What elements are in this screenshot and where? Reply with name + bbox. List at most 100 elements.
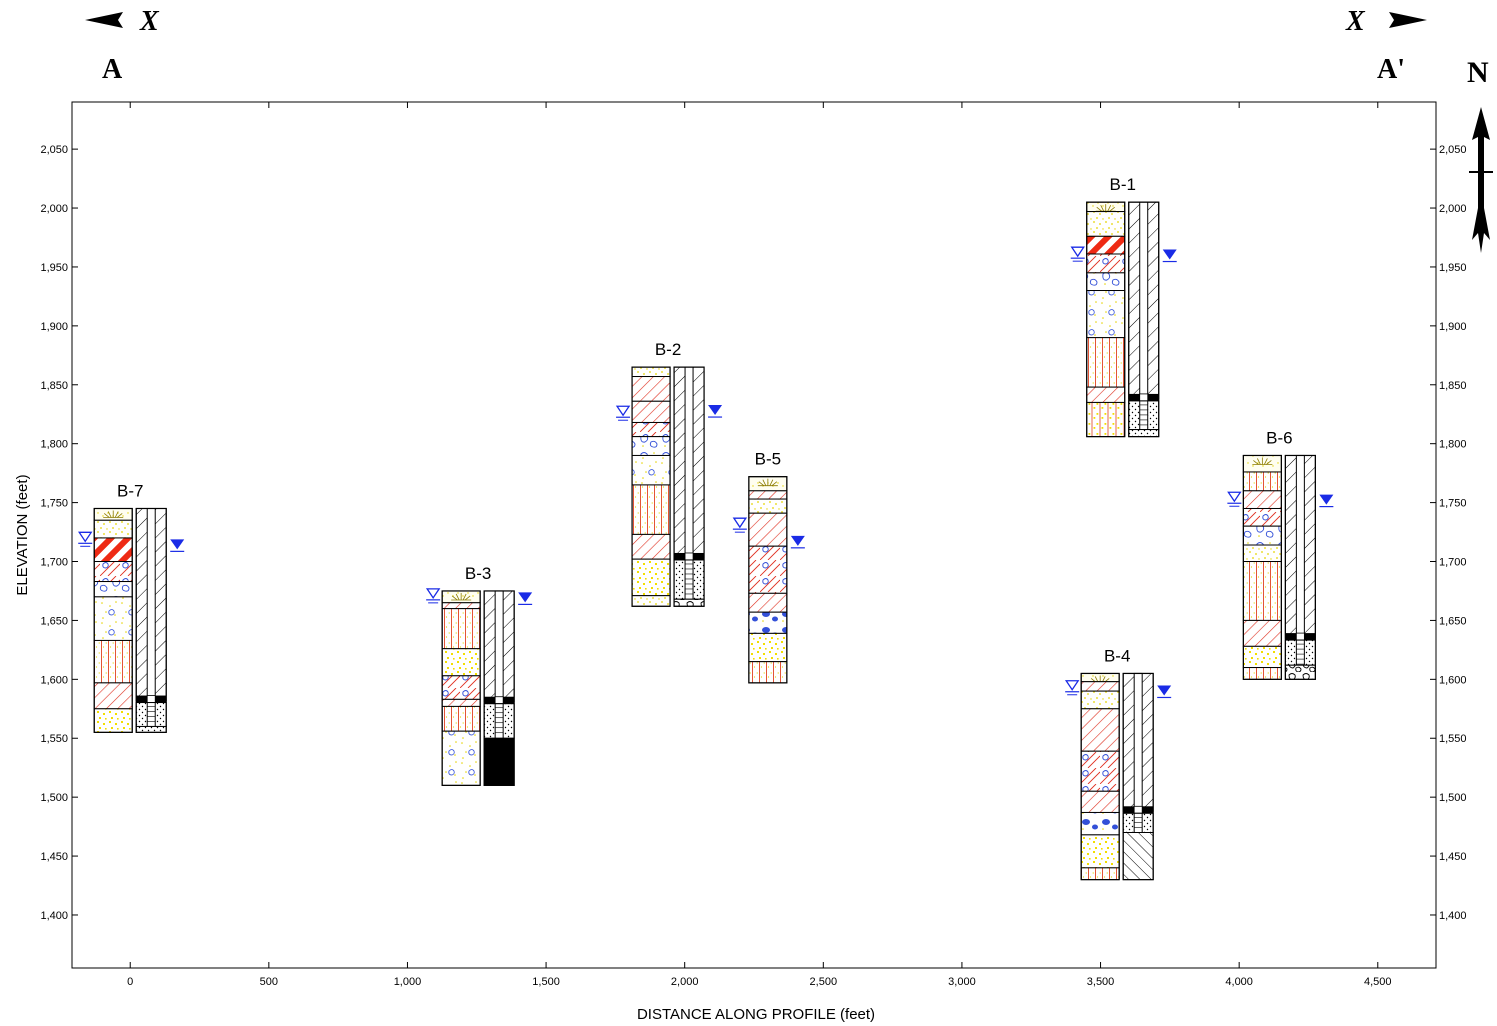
section-x-right: X [1345,6,1366,37]
lithology-layer [1086,253,1126,274]
well-casing [494,590,504,703]
lithology-layer [631,376,671,402]
well-casing [1139,201,1149,400]
well-column [1284,454,1316,680]
water-level-first-icon [1064,680,1080,691]
lithology-layer [1080,867,1120,881]
water-level-static-icon [1319,494,1334,505]
y-tick-label-left: 1,900 [40,321,68,333]
north-label: N [1467,56,1489,89]
lithology-layer [1086,401,1126,438]
boring-b-4: B-4 [1064,646,1172,881]
section-marker-right: X A' [1345,6,1427,85]
y-tick-label-left: 1,750 [40,498,68,510]
lithology-layer [631,421,671,438]
y-tick-label-left: 1,700 [40,557,68,569]
lithology-layer [1242,507,1282,527]
lithology-layer [93,537,133,563]
lithology-layer [93,639,133,684]
section-marker-left: X A [85,6,160,85]
x-tick-label: 3,000 [948,976,976,988]
section-label-right: A' [1377,54,1405,85]
boring-b-7: B-7 [78,481,185,733]
lithology-layer [631,558,671,597]
well-casing [684,552,694,561]
lithology-layer [93,519,133,539]
lithology-layer [631,533,671,560]
lithology-layer [631,484,671,535]
lithology-layer [748,632,788,663]
x-axis-title: DISTANCE ALONG PROFILE (feet) [637,1006,875,1023]
y-tick-label-left: 1,400 [40,910,68,922]
well-screen [494,703,504,739]
y-tick-label-right: 1,750 [1439,498,1467,510]
lithology-layer [631,454,671,486]
y-axis: 1,400 1,400 1,450 1,450 1,500 1,500 1,550 1,550… [40,144,1466,922]
water-level-first-icon [615,405,631,417]
boring-log-column [441,590,481,786]
lithology-layer [631,400,671,423]
well-backfill [673,598,705,607]
y-tick-label-left: 2,000 [40,203,68,215]
boring-label: B-7 [117,481,143,500]
y-tick-label-right: 1,450 [1439,851,1467,863]
lithology-layer [1080,708,1120,752]
well-casing [1139,393,1149,402]
topsoil-mark [769,479,774,486]
topsoil-mark [451,595,458,601]
topsoil-mark [771,481,778,486]
right-arrow-icon [1389,12,1427,28]
topsoil-mark [114,511,119,518]
north-arrow: N [1467,56,1493,253]
y-tick-label-left: 2,050 [40,144,68,156]
lithology-layer [748,498,788,514]
y-tick-label-left: 1,450 [40,851,68,863]
boring-b-3: B-3 [425,564,533,786]
topsoil-mark [762,479,767,486]
well-casing [684,366,694,559]
topsoil-mark [107,511,112,518]
well-column [135,507,167,733]
lithology-layer [1242,645,1282,669]
well-backfill [135,725,167,733]
water-level-static-icon [518,592,533,603]
lithology-layer [1080,690,1120,710]
boring-label: B-1 [1109,175,1135,194]
water-level-first-icon [425,588,441,600]
north-arrow-icon [1472,107,1490,253]
boring-label: B-3 [465,564,491,583]
x-tick-label: 500 [260,976,278,988]
y-tick-label-right: 1,650 [1439,615,1467,627]
water-level-static-icon [1157,685,1172,696]
lithology-layer [1242,490,1282,509]
lithology-layer [441,730,481,786]
topsoil-mark [103,513,110,518]
lithology-layer [93,682,133,710]
topsoil-mark [1100,204,1105,212]
well-casing [146,695,156,703]
water-level-static-icon [708,405,723,416]
topsoil-mark [1253,460,1259,465]
lithology-layer [1242,544,1282,563]
y-tick-label-right: 1,900 [1439,321,1467,333]
lithology-layer [1080,834,1120,869]
x-tick-label: 2,000 [671,976,699,988]
y-tick-label-left: 1,650 [40,615,68,627]
lithology-layer [1086,211,1126,237]
well-casing [1295,632,1305,641]
well-casing [146,507,156,702]
lithology-layer [441,675,481,700]
x-tick-label: 2,500 [810,976,838,988]
x-tick-label: 4,500 [1364,976,1392,988]
topsoil-mark [758,481,765,486]
section-x-left: X [139,6,160,37]
lithology-layer [1086,235,1126,255]
lithology-layer [1242,471,1282,492]
boring-log-column [748,476,788,684]
y-tick-label-right: 1,550 [1439,733,1467,745]
x-axis: 0 500 1,000 1,500 2,000 2,500 3,000 3,500 4,000 4… [127,102,1392,988]
y-tick-label-left: 1,800 [40,439,68,451]
water-level-static-icon [1162,249,1177,260]
lithology-layer [441,648,481,677]
water-level-first-icon [732,517,748,529]
